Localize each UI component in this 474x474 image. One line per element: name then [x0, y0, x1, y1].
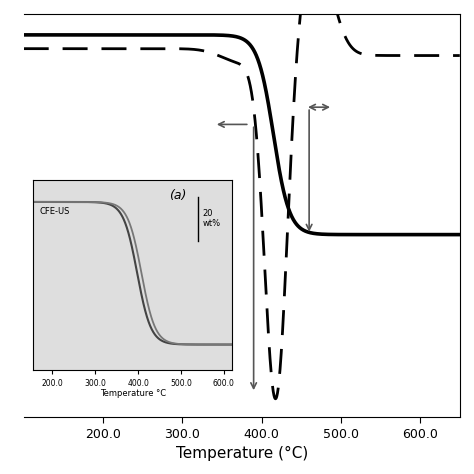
- Text: 20
wt%: 20 wt%: [202, 209, 220, 228]
- X-axis label: Temperature (°C): Temperature (°C): [175, 446, 308, 461]
- X-axis label: Temperature °C: Temperature °C: [100, 389, 166, 398]
- Text: (a): (a): [169, 189, 186, 202]
- Text: CFE-US: CFE-US: [39, 207, 70, 216]
